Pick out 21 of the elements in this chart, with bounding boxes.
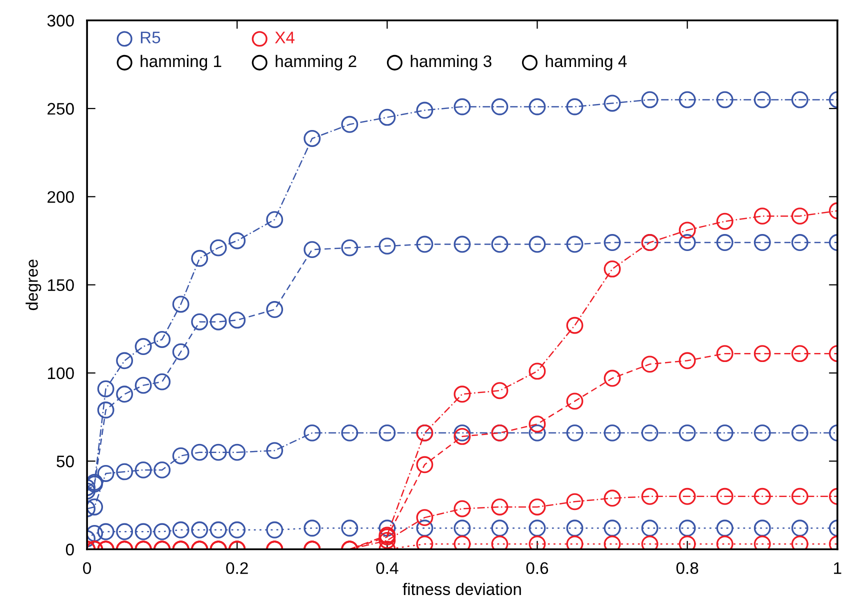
y-tick-label: 50: [56, 456, 74, 468]
y-tick-label: 0: [66, 544, 74, 556]
x-axis-title: fitness deviation: [402, 582, 521, 596]
annotation: hamming 3: [410, 54, 492, 70]
x-tick-label: 0.2: [226, 562, 248, 574]
y-axis-title: degree: [26, 260, 42, 310]
annotation: hamming 4: [546, 54, 627, 70]
annotation: hamming 1: [140, 54, 222, 70]
y-tick-label: 200: [48, 191, 74, 203]
x-tick-label: 1: [834, 562, 842, 574]
y-tick-label: 100: [48, 367, 74, 380]
y-tick-label: 250: [48, 102, 74, 115]
x-tick-label: 0.6: [526, 562, 548, 574]
annotation: hamming 2: [276, 54, 356, 70]
x-tick-label: 0: [83, 562, 92, 574]
annotation: R5: [140, 32, 160, 44]
y-tick-label: 300: [47, 14, 74, 27]
x-tick-label: 0.4: [376, 562, 398, 574]
x-tick-label: 0.8: [676, 562, 698, 574]
annotation: X4: [275, 32, 295, 44]
y-tick-label: 150: [48, 279, 74, 292]
